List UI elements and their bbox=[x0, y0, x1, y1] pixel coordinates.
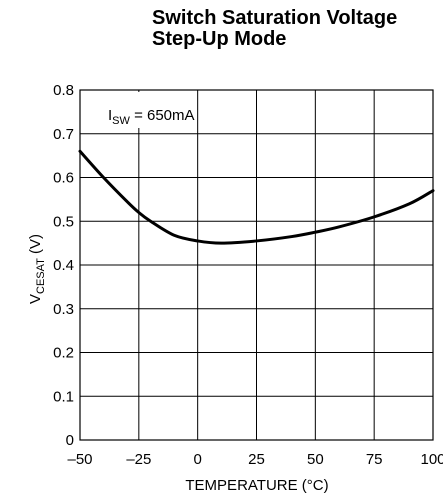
annotation-sub: SW bbox=[112, 115, 130, 127]
y-axis-label-unit: (V) bbox=[27, 234, 44, 258]
y-tick-label: 0.2 bbox=[53, 345, 74, 362]
annotation-main: I bbox=[108, 107, 112, 124]
y-tick-labels: 0 0.1 0.2 0.3 0.4 0.5 0.6 0.7 0.8 bbox=[53, 82, 74, 449]
y-axis-label: VCESAT (V) bbox=[27, 234, 47, 304]
chart-title: Switch Saturation Voltage Step-Up Mode bbox=[0, 8, 443, 50]
chart-title-line-1: Switch Saturation Voltage bbox=[152, 7, 398, 29]
x-tick-label: 25 bbox=[248, 451, 265, 468]
y-axis-label-sub: CESAT bbox=[35, 258, 47, 294]
x-tick-label: 0 bbox=[193, 451, 201, 468]
y-axis-label-main: V bbox=[27, 294, 44, 304]
annotation: ISW = 650mA bbox=[108, 107, 195, 127]
y-tick-label: 0.6 bbox=[53, 170, 74, 187]
x-tick-labels: –50 –25 0 25 50 75 100 bbox=[67, 451, 443, 468]
y-tick-label: 0.7 bbox=[53, 126, 74, 143]
x-axis-label: TEMPERATURE (°C) bbox=[185, 477, 328, 494]
y-tick-label: 0.5 bbox=[53, 213, 74, 230]
y-tick-label: 0 bbox=[66, 432, 74, 449]
y-tick-label: 0.3 bbox=[53, 301, 74, 318]
x-tick-label: –50 bbox=[67, 451, 92, 468]
annotation-rest: = 650mA bbox=[130, 107, 195, 124]
plot-frame bbox=[79, 89, 434, 441]
y-tick-label: 0.4 bbox=[53, 257, 74, 274]
x-tick-label: 50 bbox=[307, 451, 324, 468]
chart-title-line-2: Step-Up Mode bbox=[152, 28, 287, 50]
series-line bbox=[78, 149, 435, 245]
grid bbox=[79, 89, 434, 441]
x-tick-label: 100 bbox=[420, 451, 443, 468]
y-tick-label: 0.1 bbox=[53, 388, 74, 405]
annotation-box bbox=[82, 92, 196, 128]
y-tick-label: 0.8 bbox=[53, 82, 74, 99]
x-tick-label: 75 bbox=[366, 451, 383, 468]
x-tick-label: –25 bbox=[126, 451, 151, 468]
